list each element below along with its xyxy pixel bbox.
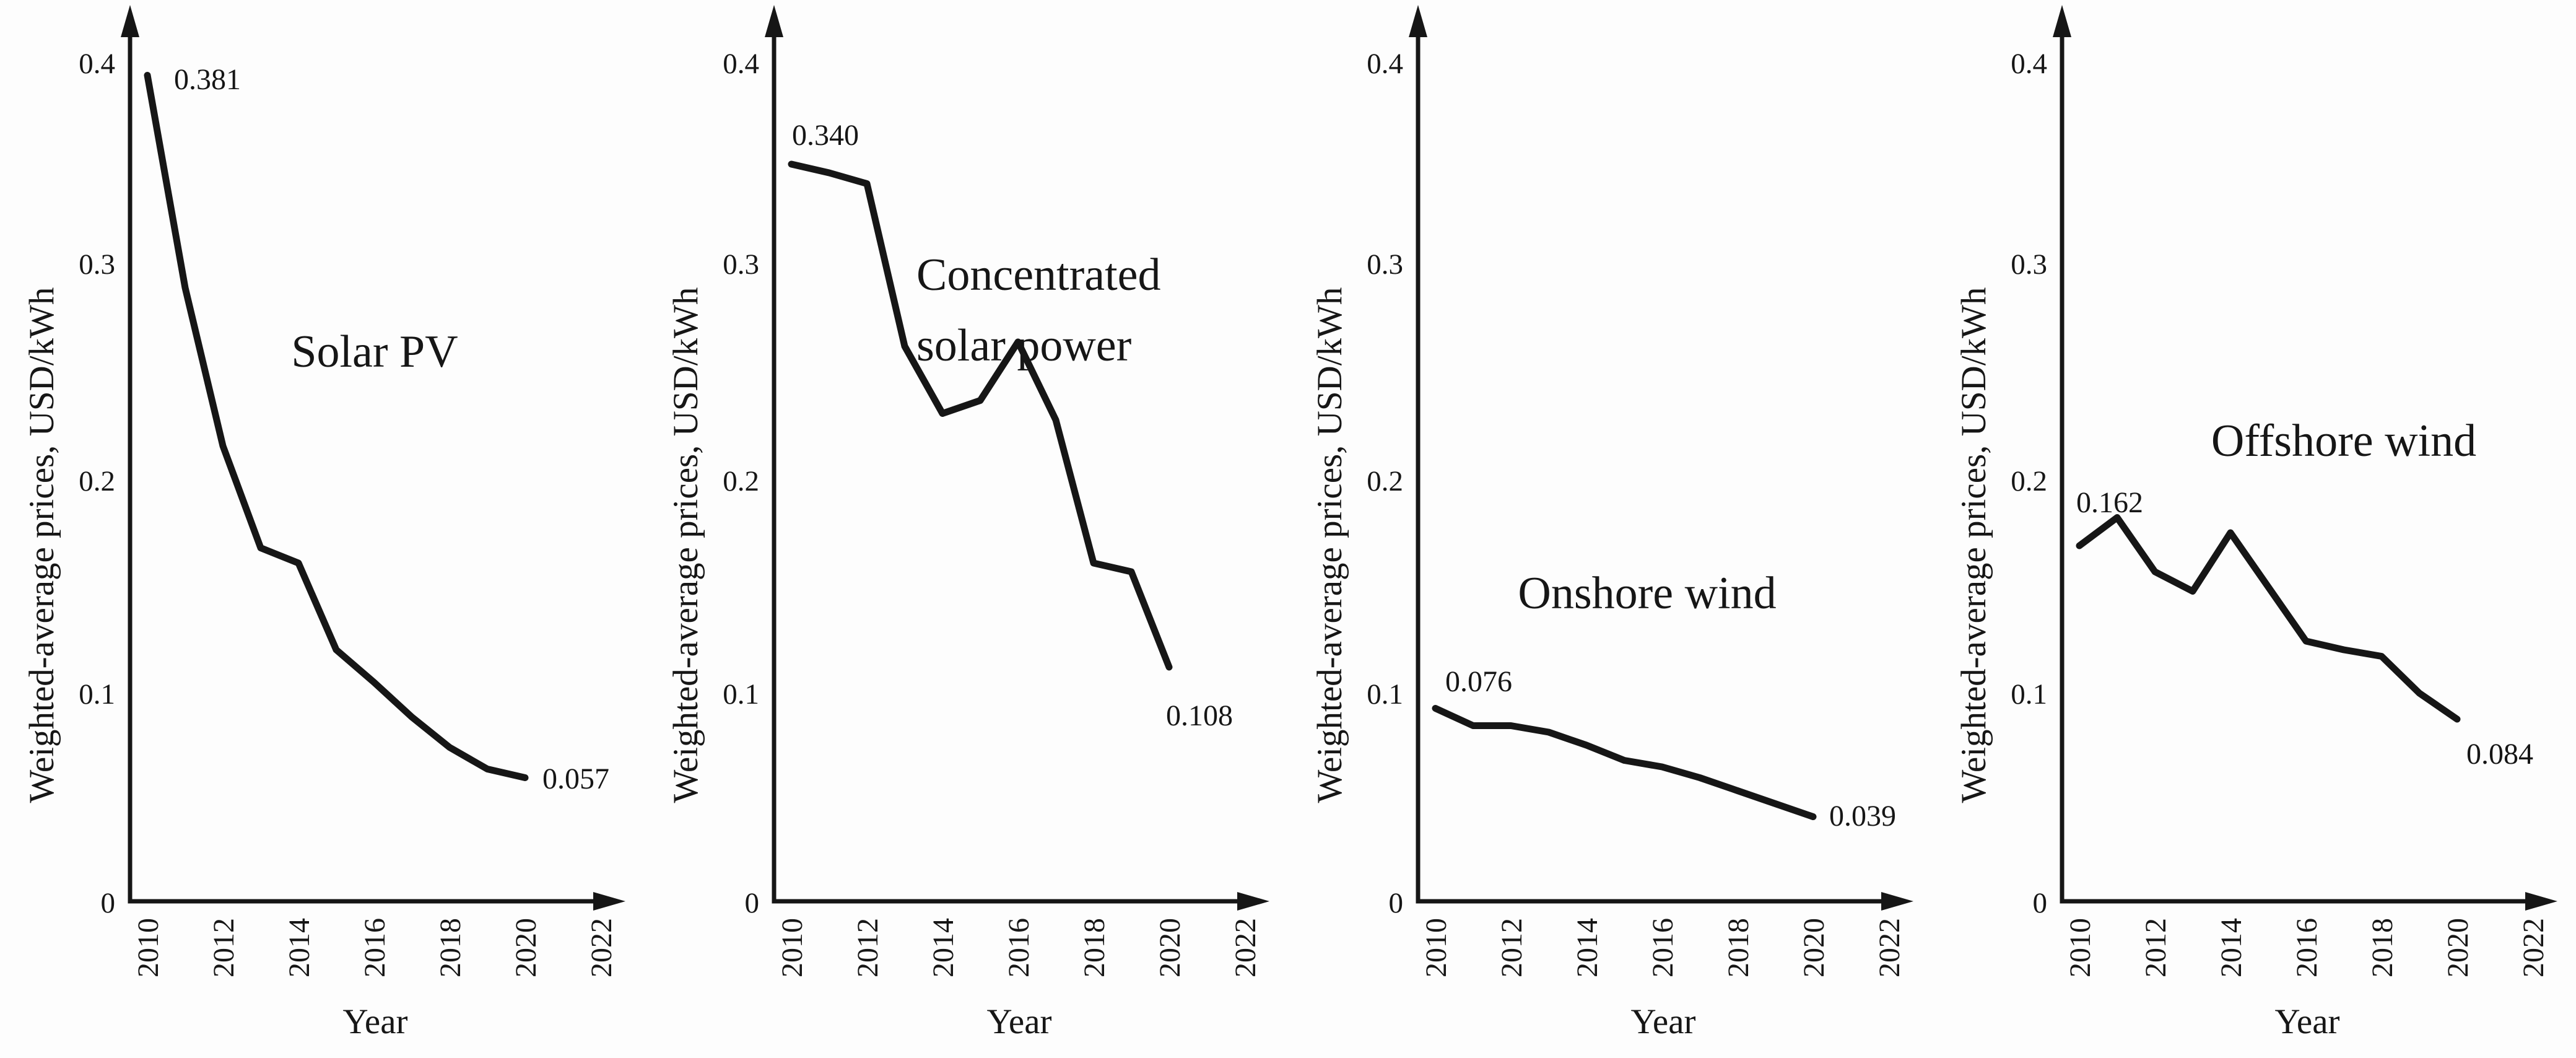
chart-panel-onshore-wind: 0.4 0.3 0.2 0.1 0 2010 2012 2014 2016 2018 2020 202… [1310,5,1913,1041]
x-tick-label: 2016 [359,918,391,977]
chart-title-line: Offshore wind [2211,416,2476,466]
y-tick-label: 0.3 [2011,248,2047,281]
chart-title-line: solar power [916,320,1131,371]
x-tick-label: 2010 [776,918,809,977]
y-tick-label: 0 [1389,887,1404,919]
y-tick-label: 0.3 [723,248,759,281]
start-value-label: 0.076 [1445,665,1512,698]
chart-title-line: Onshore wind [1518,568,1776,619]
x-tick-label: 2018 [1722,918,1755,977]
chart-title-line: Concentrated [916,250,1161,300]
x-tick-label: 2014 [283,918,316,977]
x-tick-label: 2016 [1003,918,1035,977]
y-tick-label: 0 [101,887,116,919]
end-value-label: 0.108 [1166,699,1233,732]
x-tick-label: 2010 [132,918,165,977]
y-tick-label: 0.4 [723,48,759,80]
x-tick-label: 2012 [2139,918,2172,977]
x-tick-label: 2010 [2064,918,2097,977]
y-axis-title: Weighted-average prices, USD/kWh [22,287,61,803]
x-tick-label: 2010 [1420,918,1453,977]
x-tick-label: 2012 [207,918,240,977]
x-tick-label: 2014 [927,918,960,977]
x-tick-label: 2022 [585,918,618,977]
x-axis-arrow-icon [1237,892,1269,911]
chart-panel-solar-pv: 0.4 0.3 0.2 0.1 0 2010 2012 2014 2016 2018 2020 202… [22,5,625,1041]
y-tick-label: 0.2 [79,465,115,497]
x-axis-title: Year [986,1002,1051,1041]
x-tick-label: 2020 [510,918,542,977]
x-axis-arrow-icon [1881,892,1913,911]
x-axis-arrow-icon [593,892,625,911]
x-tick-label: 2018 [1078,918,1111,977]
x-tick-label: 2018 [2366,918,2399,977]
start-value-label: 0.340 [792,119,859,152]
y-tick-label: 0.2 [2011,465,2047,497]
y-tick-label: 0.2 [1367,465,1403,497]
start-value-label: 0.162 [2076,486,2143,519]
price-line-concentrated-solar-power [788,160,1173,671]
x-tick-label: 2022 [2517,918,2550,977]
chart-panel-offshore-wind: 0.4 0.3 0.2 0.1 0 2010 2012 2014 2016 2018 2020 202… [1954,5,2557,1041]
y-tick-label: 0.1 [79,678,115,710]
x-tick-label: 2020 [2442,918,2474,977]
y-tick-label: 0.3 [79,248,115,281]
y-tick-label: 0.3 [1367,248,1403,281]
price-line-offshore-wind [2076,514,2461,723]
price-line-solar-pv [144,72,529,781]
x-axis-arrow-icon [2525,892,2557,911]
y-axis-arrow-icon [2053,5,2071,37]
y-tick-label: 0.1 [2011,678,2047,710]
y-axis-title: Weighted-average prices, USD/kWh [1954,287,1993,803]
x-tick-label: 2020 [1154,918,1186,977]
x-tick-label: 2016 [2291,918,2323,977]
y-tick-label: 0.4 [1367,48,1403,80]
y-tick-label: 0.2 [723,465,759,497]
y-tick-label: 0 [2033,887,2048,919]
x-axis-title: Year [342,1002,407,1041]
x-tick-label: 2012 [1495,918,1528,977]
y-tick-label: 0 [745,887,760,919]
y-axis-title: Weighted-average prices, USD/kWh [1310,287,1349,803]
y-axis-title: Weighted-average prices, USD/kWh [666,287,705,803]
y-tick-label: 0.1 [723,678,759,710]
price-line-onshore-wind [1432,705,1817,820]
x-axis-title: Year [1630,1002,1695,1041]
chart-panel-concentrated-solar-power: 0.4 0.3 0.2 0.1 0 2010 2012 2014 2016 2018 2020 202… [666,5,1269,1041]
y-tick-label: 0.1 [1367,678,1403,710]
end-value-label: 0.039 [1829,800,1896,833]
x-axis-title: Year [2274,1002,2339,1041]
y-axis-arrow-icon [1409,5,1427,37]
x-tick-label: 2022 [1229,918,1262,977]
x-tick-label: 2014 [2215,918,2248,977]
y-axis-arrow-icon [121,5,139,37]
x-tick-label: 2016 [1647,918,1679,977]
start-value-label: 0.381 [174,63,241,96]
x-tick-label: 2018 [434,918,467,977]
x-tick-label: 2014 [1571,918,1604,977]
x-tick-label: 2012 [851,918,884,977]
x-tick-label: 2020 [1798,918,1830,977]
end-value-label: 0.084 [2466,738,2533,771]
y-axis-arrow-icon [765,5,783,37]
end-value-label: 0.057 [542,763,609,795]
chart-title-line: Solar PV [291,326,458,377]
y-tick-label: 0.4 [79,48,115,80]
y-tick-label: 0.4 [2011,48,2047,80]
x-tick-label: 2022 [1873,918,1906,977]
